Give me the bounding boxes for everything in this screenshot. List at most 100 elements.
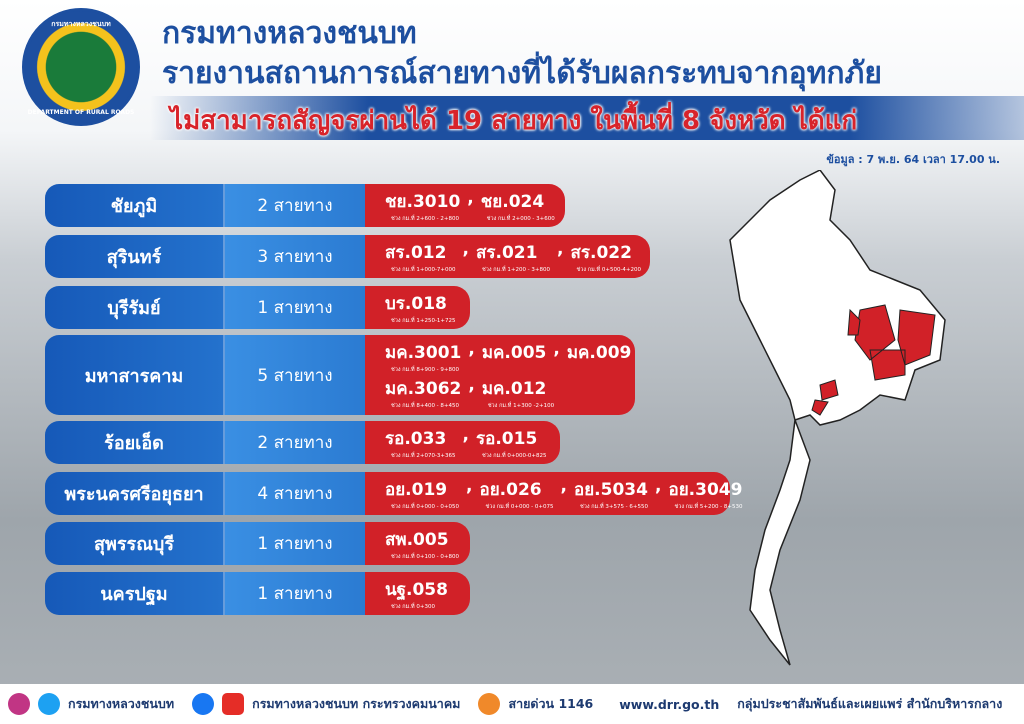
road-km: ช่วง กม.ที่ 2+070-3+365 bbox=[391, 453, 456, 459]
road: มค.012 ช่วง กม.ที่ 1+300 -2+100 bbox=[482, 375, 554, 410]
road-list: มค.3001 ช่วง กม.ที่ 8+900 - 9+800, มค.005,… bbox=[365, 335, 635, 415]
province-pill: สุรินทร์ 3 สายทาง bbox=[45, 235, 365, 278]
footer-website: www.drr.go.th bbox=[619, 696, 720, 712]
footer-hotline: สายด่วน 1146 bbox=[508, 696, 594, 711]
road: นฐ.058 ช่วง กม.ที่ 0+300 bbox=[385, 576, 448, 611]
road: อย.026 ช่วง กม.ที่ 0+000 - 0+075 bbox=[480, 476, 554, 511]
footer-social: กรมทางหลวงชนบท bbox=[68, 696, 175, 711]
road-line: อย.019 ช่วง กม.ที่ 0+000 - 0+050, อย.026 ช่… bbox=[385, 476, 743, 512]
road: บร.018 ช่วง กม.ที่ 1+250-1+725 bbox=[385, 290, 456, 325]
road: มค.009 bbox=[567, 339, 632, 366]
road-km: ช่วง กม.ที่ 2+600 - 2+800 bbox=[391, 216, 460, 222]
separator: , bbox=[468, 339, 475, 359]
logo: กรมทางหลวงชนบท DEPARTMENT OF RURAL ROADS bbox=[22, 8, 140, 126]
province-name: สุพรรณบุรี bbox=[45, 522, 225, 565]
road-code: อย.5034 bbox=[574, 480, 648, 500]
road: มค.005 bbox=[482, 339, 547, 366]
road-line: ชย.3010 ช่วง กม.ที่ 2+600 - 2+800, ชย.024 ช… bbox=[385, 188, 565, 224]
map bbox=[729, 170, 946, 666]
separator: , bbox=[462, 239, 469, 259]
road-list: บร.018 ช่วง กม.ที่ 1+250-1+725 bbox=[365, 286, 470, 329]
banner: ไม่สามารถสัญจรผ่านได้ 19 สายทาง ในพื้นที… bbox=[170, 106, 858, 136]
road-count: 1 สายทาง bbox=[225, 572, 365, 615]
road-line: มค.3001 ช่วง กม.ที่ 8+900 - 9+800, มค.005,… bbox=[385, 339, 635, 375]
road-code: อย.026 bbox=[479, 480, 542, 500]
road-count: 5 สายทาง bbox=[225, 335, 365, 415]
road-line: มค.3062 ช่วง กม.ที่ 8+400 - 8+450, มค.012 ช… bbox=[385, 375, 635, 411]
road-line: สพ.005 ช่วง กม.ที่ 0+100 - 0+800 bbox=[385, 526, 470, 562]
road: ชย.3010 ช่วง กม.ที่ 2+600 - 2+800 bbox=[385, 188, 460, 223]
logo-name-th: กรมทางหลวงชนบท bbox=[51, 20, 111, 28]
province-pill: บุรีรัมย์ 1 สายทาง bbox=[45, 286, 365, 329]
road-code: อย.019 bbox=[385, 480, 448, 500]
road-count: 2 สายทาง bbox=[225, 184, 365, 227]
road-code: มค.005 bbox=[481, 343, 547, 363]
road-km: ช่วง กม.ที่ 0+000 - 0+050 bbox=[391, 504, 460, 510]
province-name: นครปฐม bbox=[45, 572, 225, 615]
road-code: บร.018 bbox=[385, 294, 447, 314]
province-pill: ร้อยเอ็ด 2 สายทาง bbox=[45, 421, 365, 464]
road-line: นฐ.058 ช่วง กม.ที่ 0+300 bbox=[385, 576, 470, 612]
separator: , bbox=[557, 239, 564, 259]
footer-ministry: กรมทางหลวงชนบท กระทรวงคมนาคม bbox=[252, 696, 461, 711]
road-list: รอ.033 ช่วง กม.ที่ 2+070-3+365, รอ.015 ช่วง… bbox=[365, 421, 560, 464]
road-km: ช่วง กม.ที่ 3+575 - 6+550 bbox=[580, 504, 649, 510]
road-km: ช่วง กม.ที่ 1+250-1+725 bbox=[391, 318, 456, 324]
road-code: มค.3062 bbox=[385, 379, 462, 399]
footer-office: กลุ่มประชาสัมพันธ์และเผยแพร่ สำนักบริหาร… bbox=[737, 696, 1003, 711]
road-line: บร.018 ช่วง กม.ที่ 1+250-1+725 bbox=[385, 290, 470, 326]
road: สร.022 ช่วง กม.ที่ 0+500-4+200 bbox=[571, 239, 642, 274]
road: รอ.033 ช่วง กม.ที่ 2+070-3+365 bbox=[385, 425, 456, 460]
road: สร.012 ช่วง กม.ที่ 1+000-7+000 bbox=[385, 239, 456, 274]
road-list: ชย.3010 ช่วง กม.ที่ 2+600 - 2+800, ชย.024 ช… bbox=[365, 184, 565, 227]
road: มค.3062 ช่วง กม.ที่ 8+400 - 8+450 bbox=[385, 375, 461, 410]
province-name: ชัยภูมิ bbox=[45, 184, 225, 227]
road: อย.019 ช่วง กม.ที่ 0+000 - 0+050 bbox=[385, 476, 459, 511]
separator: , bbox=[468, 375, 475, 395]
road-code: สร.022 bbox=[570, 243, 632, 263]
subtitle: รายงานสถานการณ์สายทางที่ได้รับผลกระทบจาก… bbox=[162, 56, 882, 91]
province-pill: มหาสารคาม 5 สายทาง bbox=[45, 335, 365, 415]
province-pill: นครปฐม 1 สายทาง bbox=[45, 572, 365, 615]
source: ข้อมูล : 7 พ.ย. 64 เวลา 17.00 น. bbox=[826, 153, 1000, 166]
thailand-outline bbox=[729, 170, 946, 666]
road: มค.3001 ช่วง กม.ที่ 8+900 - 9+800 bbox=[385, 339, 461, 374]
road: รอ.015 ช่วง กม.ที่ 0+000-0+825 bbox=[476, 425, 547, 460]
road-list: อย.019 ช่วง กม.ที่ 0+000 - 0+050, อย.026 ช่… bbox=[365, 472, 743, 515]
road-count: 4 สายทาง bbox=[225, 472, 365, 515]
road-line: สร.012 ช่วง กม.ที่ 1+000-7+000, สร.021 ช่วง… bbox=[385, 239, 650, 275]
separator: , bbox=[466, 476, 473, 496]
province-name: สุรินทร์ bbox=[45, 235, 225, 278]
road-km: ช่วง กม.ที่ 5+200 - 8+530 bbox=[674, 504, 743, 510]
road-count: 2 สายทาง bbox=[225, 421, 365, 464]
road-code: สร.021 bbox=[476, 243, 538, 263]
affected-central bbox=[811, 308, 861, 416]
road-code: ชย.024 bbox=[480, 192, 545, 212]
road: อย.3049 ช่วง กม.ที่ 5+200 - 8+530 bbox=[669, 476, 743, 511]
road-line: รอ.033 ช่วง กม.ที่ 2+070-3+365, รอ.015 ช่วง… bbox=[385, 425, 560, 461]
road-km: ช่วง กม.ที่ 0+000-0+825 bbox=[482, 453, 547, 459]
road-km: ช่วง กม.ที่ 1+300 -2+100 bbox=[487, 403, 555, 409]
road-code: อย.3049 bbox=[668, 480, 743, 500]
separator: , bbox=[560, 476, 567, 496]
road-list: สร.012 ช่วง กม.ที่ 1+000-7+000, สร.021 ช่วง… bbox=[365, 235, 650, 278]
road-count: 1 สายทาง bbox=[225, 522, 365, 565]
road-list: สพ.005 ช่วง กม.ที่ 0+100 - 0+800 bbox=[365, 522, 470, 565]
road-code: มค.009 bbox=[566, 343, 632, 363]
road-km: ช่วง กม.ที่ 0+500-4+200 bbox=[576, 267, 642, 273]
road-list: นฐ.058 ช่วง กม.ที่ 0+300 bbox=[365, 572, 470, 615]
road: อย.5034 ช่วง กม.ที่ 3+575 - 6+550 bbox=[574, 476, 648, 511]
province-name: พระนครศรีอยุธยา bbox=[45, 472, 225, 515]
road-count: 3 สายทาง bbox=[225, 235, 365, 278]
road-km: ช่วง กม.ที่ 0+300 bbox=[391, 604, 435, 610]
road-km: ช่วง กม.ที่ 1+200 - 3+800 bbox=[482, 267, 551, 273]
province-name: มหาสารคาม bbox=[45, 335, 225, 415]
separator: , bbox=[655, 476, 662, 496]
road-code: สพ.005 bbox=[385, 530, 449, 550]
title: กรมทางหลวงชนบท bbox=[162, 16, 417, 51]
road-km: ช่วง กม.ที่ 2+000 - 3+600 bbox=[486, 216, 555, 222]
province-name: บุรีรัมย์ bbox=[45, 286, 225, 329]
road-km: ช่วง กม.ที่ 8+900 - 9+800 bbox=[391, 367, 460, 373]
province-pill: ชัยภูมิ 2 สายทาง bbox=[45, 184, 365, 227]
